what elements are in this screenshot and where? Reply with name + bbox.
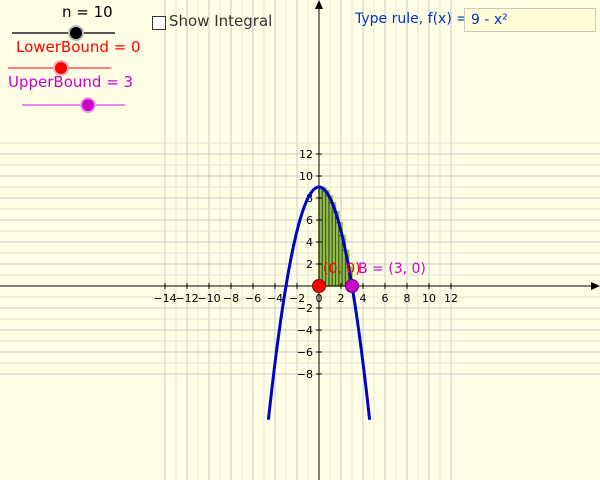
x-tick-label: −6: [245, 292, 261, 305]
y-axis-arrow: [315, 0, 323, 9]
lowerbound-slider-label: LowerBound = 0: [16, 38, 141, 56]
x-tick-label: 6: [382, 292, 389, 305]
function-input-label: Type rule, f(x) =: [355, 11, 468, 27]
y-tick-label: 2: [306, 258, 313, 271]
y-tick-label: −8: [297, 368, 313, 381]
x-tick-label: 12: [444, 292, 458, 305]
upperbound-slider-track[interactable]: [22, 104, 125, 106]
n-slider-track[interactable]: [12, 32, 115, 34]
x-tick-label: 8: [404, 292, 411, 305]
x-tick-label: −10: [197, 292, 220, 305]
point-a[interactable]: [312, 279, 326, 293]
y-tick-label: 8: [306, 192, 313, 205]
y-tick-label: 10: [299, 170, 313, 183]
function-input-field[interactable]: 9 - x²: [464, 8, 596, 32]
y-tick-label: 4: [306, 236, 313, 249]
point-a-label: (0, 0): [323, 261, 361, 277]
show-integral-label: Show Integral: [169, 12, 273, 30]
lowerbound-slider-knob[interactable]: [55, 62, 67, 74]
y-tick-label: −4: [297, 324, 313, 337]
x-tick-label: 10: [422, 292, 436, 305]
x-tick-label: 0: [316, 292, 323, 305]
x-tick-label: 2: [338, 292, 345, 305]
point-b[interactable]: [345, 279, 359, 293]
show-integral-checkbox[interactable]: [152, 16, 166, 30]
y-tick-label: −2: [297, 302, 313, 315]
y-tick-label: −6: [297, 346, 313, 359]
point-b-label: B = (3, 0): [358, 261, 426, 277]
x-tick-label: −2: [289, 292, 305, 305]
points[interactable]: (0, 0)B = (3, 0): [312, 261, 426, 293]
x-tick-label: −14: [153, 292, 176, 305]
y-tick-label: 6: [306, 214, 313, 227]
n-slider-knob[interactable]: [70, 27, 82, 39]
y-tick-label: 12: [299, 148, 313, 161]
x-tick-label: 4: [360, 292, 367, 305]
upperbound-slider-label: UpperBound = 3: [8, 73, 134, 91]
n-slider-label: n = 10: [62, 3, 113, 21]
x-tick-label: −8: [223, 292, 239, 305]
x-tick-label: −4: [267, 292, 283, 305]
upperbound-slider-knob[interactable]: [82, 99, 94, 111]
tick-labels: −14−12−10 −8 −6 −4 −2 0 2 4 6 8 10 12−8−6−4−2246810…: [153, 148, 458, 381]
x-axis-arrow: [591, 282, 600, 290]
x-tick-label: −12: [175, 292, 198, 305]
